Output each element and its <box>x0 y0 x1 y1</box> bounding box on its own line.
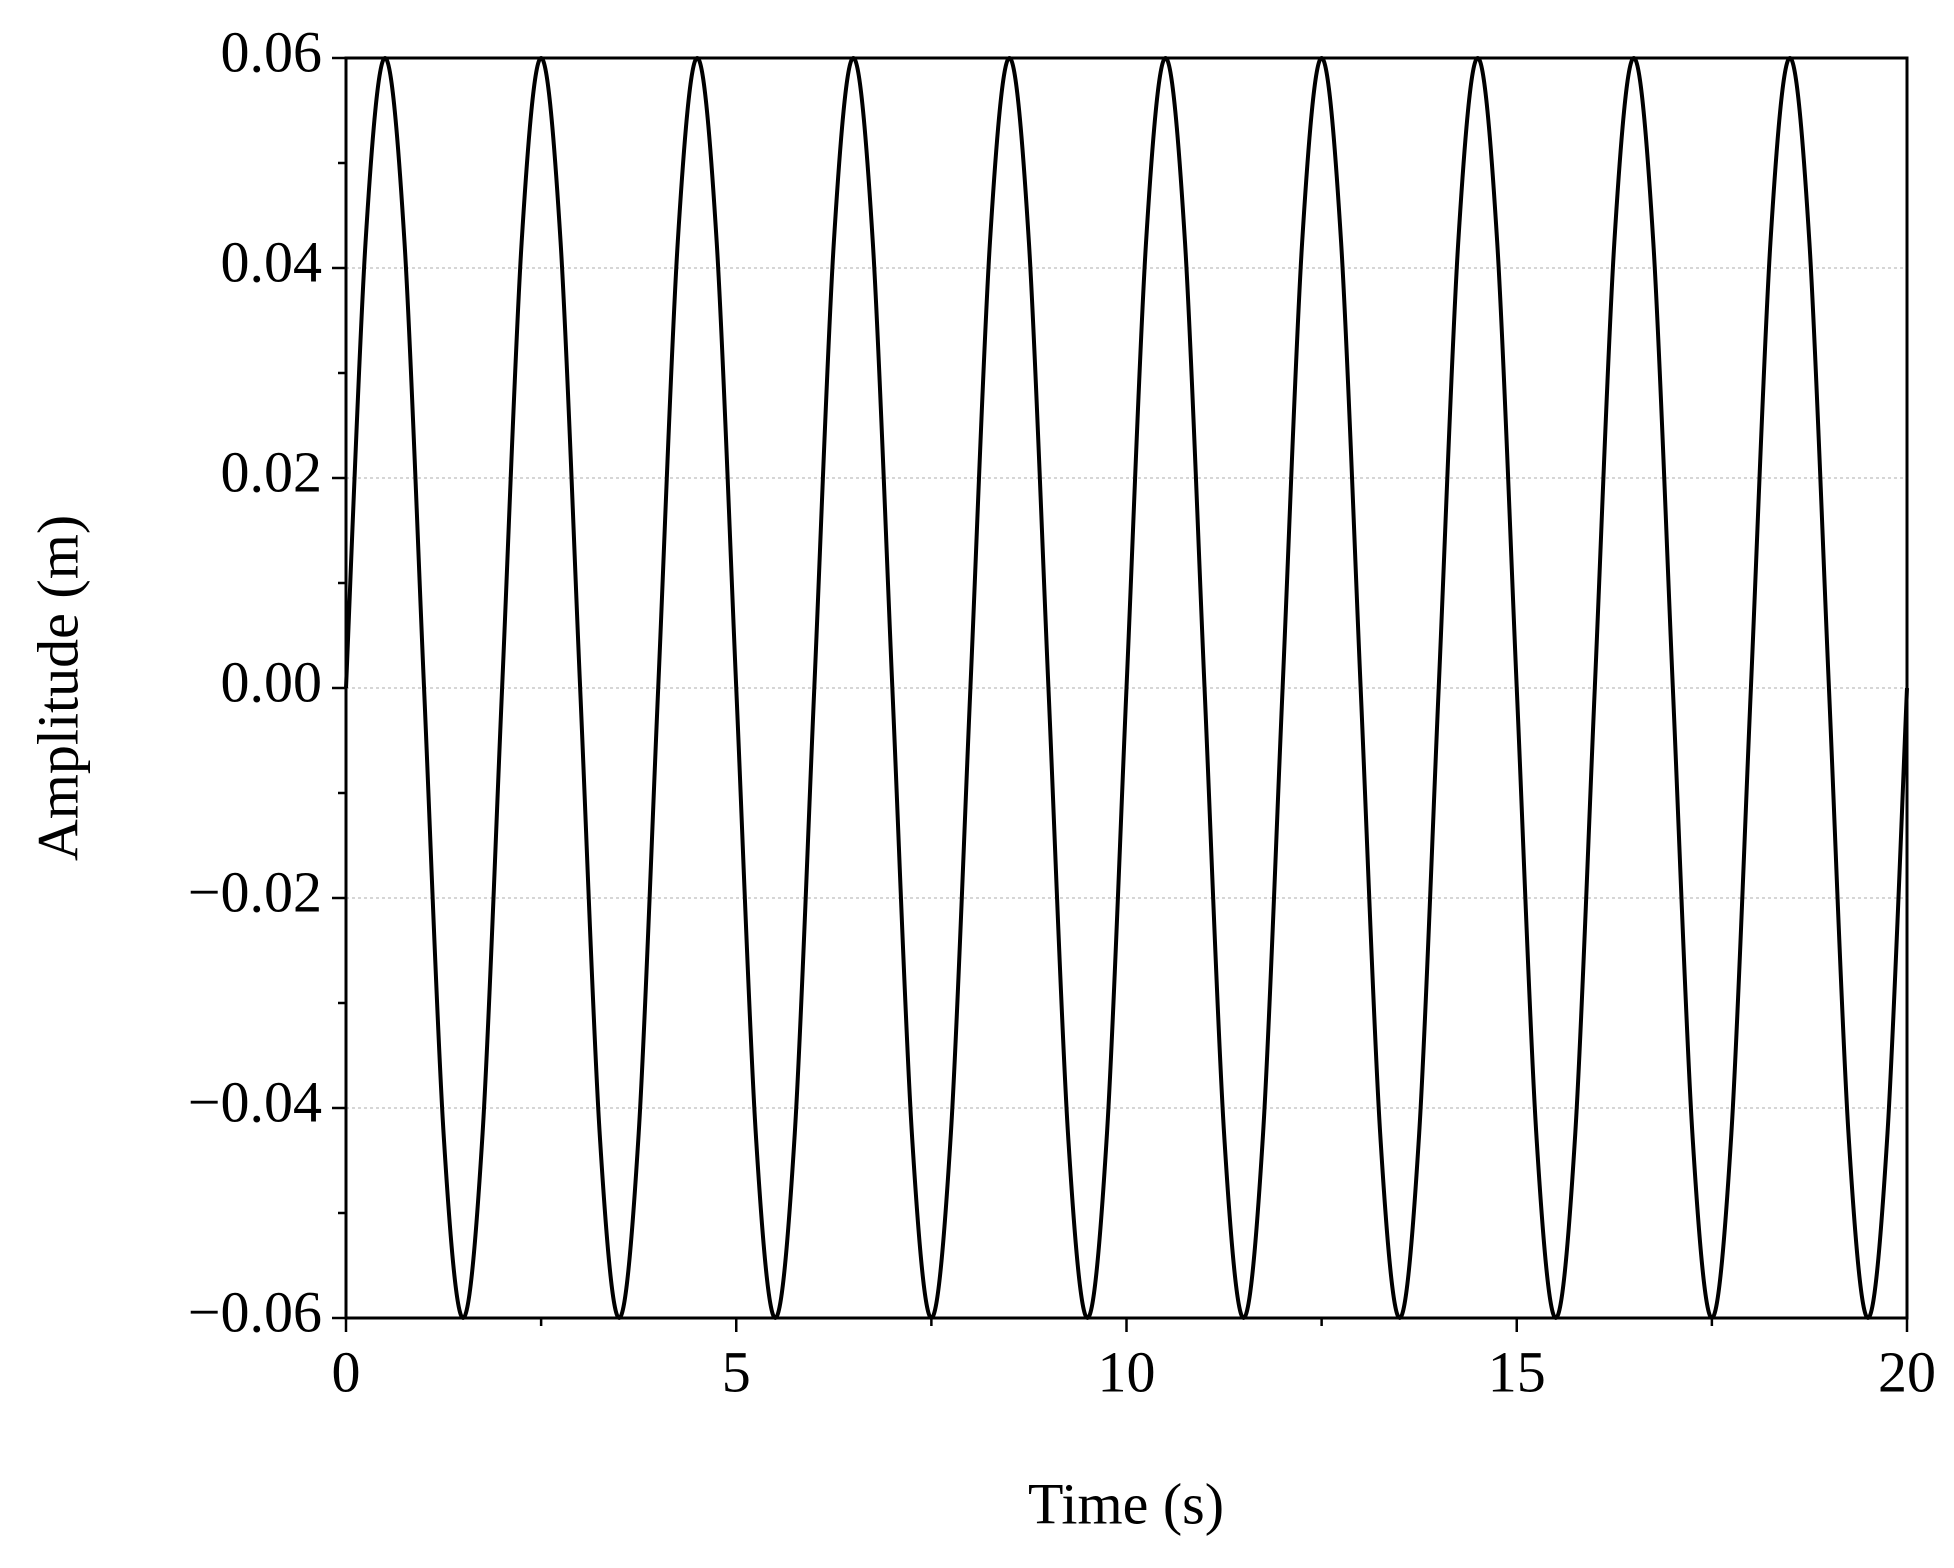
y-tick-label: 0.02 <box>221 439 323 504</box>
y-tick-label: 0.06 <box>221 19 323 84</box>
x-tick-label: 20 <box>1878 1339 1936 1404</box>
x-tick-label: 15 <box>1488 1339 1546 1404</box>
x-tick-label: 10 <box>1098 1339 1156 1404</box>
plot-frame <box>344 56 1909 1320</box>
line-series <box>344 55 1909 1321</box>
y-tick-label: 0.04 <box>221 229 323 294</box>
y-tick-label: 0.00 <box>221 649 323 714</box>
x-tick-label: 0 <box>332 1339 361 1404</box>
y-tick-label: −0.02 <box>188 859 322 924</box>
y-tick-label: −0.04 <box>188 1069 322 1134</box>
x-axis-label: Time (s) <box>1028 1471 1224 1536</box>
y-tick-label: −0.06 <box>188 1279 322 1344</box>
y-axis-label: Amplitude (m) <box>25 515 90 861</box>
x-tick-label: 5 <box>722 1339 751 1404</box>
